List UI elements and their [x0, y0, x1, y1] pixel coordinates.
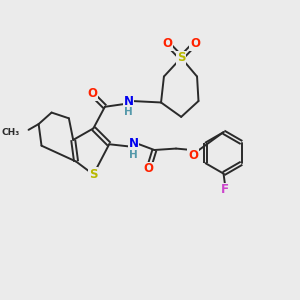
Text: O: O — [87, 87, 97, 100]
Text: F: F — [221, 183, 229, 196]
Text: S: S — [89, 168, 98, 181]
Text: O: O — [190, 37, 200, 50]
Text: O: O — [188, 149, 198, 162]
Text: H: H — [124, 107, 133, 117]
Text: N: N — [124, 94, 134, 107]
Text: CH₃: CH₃ — [2, 128, 20, 137]
Text: O: O — [144, 162, 154, 175]
Text: N: N — [128, 136, 138, 150]
Text: O: O — [162, 37, 172, 50]
Text: S: S — [177, 51, 185, 64]
Text: H: H — [129, 150, 138, 160]
